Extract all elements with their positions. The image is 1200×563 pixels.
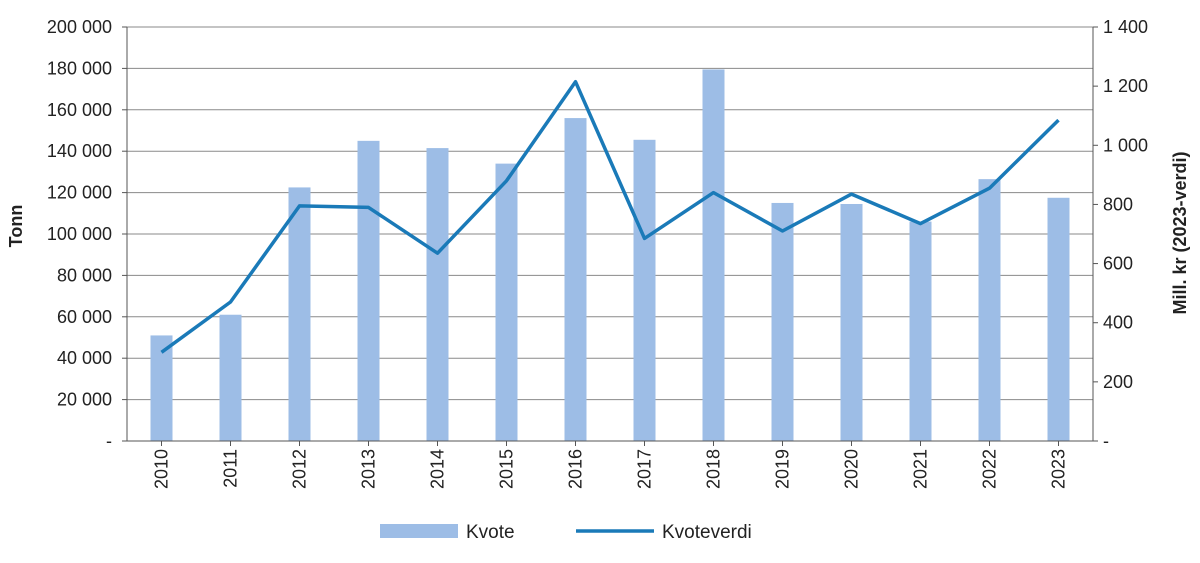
x-tick-label: 2020 bbox=[842, 449, 862, 489]
x-axis-ticks: 2010 2011 2012 2013 2014 2015 2016 2017 2018 2019… bbox=[152, 441, 1069, 489]
x-tick-label: 2015 bbox=[497, 449, 517, 489]
y-left-axis-title: Tonn bbox=[6, 205, 26, 248]
left-axis-ticks: - 20 000 40 000 60 000 80 000 100 000 120 000 1… bbox=[47, 17, 127, 451]
gridlines bbox=[127, 26, 1093, 401]
right-tick-label: 400 bbox=[1103, 313, 1133, 333]
bar-kvote-2011 bbox=[219, 314, 242, 441]
x-tick-label: 2012 bbox=[290, 449, 310, 489]
x-tick-label: 2010 bbox=[152, 449, 172, 489]
left-tick-label: 20 000 bbox=[57, 390, 112, 410]
x-tick-label: 2019 bbox=[773, 449, 793, 489]
right-tick-label: - bbox=[1103, 431, 1109, 451]
bar-kvote-2023 bbox=[1047, 197, 1070, 441]
left-tick-label: 40 000 bbox=[57, 348, 112, 368]
left-tick-label: 160 000 bbox=[47, 100, 112, 120]
right-tick-label: 600 bbox=[1103, 254, 1133, 274]
left-tick-label: 140 000 bbox=[47, 141, 112, 161]
legend: Kvote Kvoteverdi bbox=[380, 522, 752, 543]
left-tick-label: 80 000 bbox=[57, 265, 112, 285]
line-kvoteverdi bbox=[160, 79, 1060, 354]
y-right-axis-title: Mill. kr (2023-verdi) bbox=[1170, 151, 1190, 314]
bar-kvote-2018 bbox=[702, 69, 725, 441]
x-tick-label: 2023 bbox=[1049, 449, 1069, 489]
x-tick-label: 2022 bbox=[980, 449, 1000, 489]
right-axis-ticks: - 200 400 600 800 1 000 1 200 1 400 bbox=[1093, 17, 1148, 451]
right-tick-label: 1 200 bbox=[1103, 76, 1148, 96]
bar-kvote-2013 bbox=[357, 140, 380, 441]
bar-kvote-2016 bbox=[564, 118, 587, 441]
left-tick-label: 180 000 bbox=[47, 58, 112, 78]
right-tick-label: 1 400 bbox=[1103, 17, 1148, 37]
right-tick-label: 800 bbox=[1103, 194, 1133, 214]
line-series-kvoteverdi bbox=[160, 79, 1060, 354]
bar-kvote-2020 bbox=[840, 203, 863, 441]
bar-kvote-2015 bbox=[495, 163, 518, 441]
bar-kvote-2021 bbox=[909, 221, 932, 441]
legend-label-kvoteverdi: Kvoteverdi bbox=[662, 522, 752, 543]
right-tick-label: 200 bbox=[1103, 372, 1133, 392]
bar-kvote-2012 bbox=[288, 187, 311, 441]
bar-kvote-2014 bbox=[426, 148, 449, 441]
bar-kvote-2017 bbox=[633, 139, 656, 441]
left-tick-label: 100 000 bbox=[47, 224, 112, 244]
bar-kvote-2019 bbox=[771, 202, 794, 441]
left-tick-label: 60 000 bbox=[57, 307, 112, 327]
left-tick-label: - bbox=[106, 431, 112, 451]
x-tick-label: 2018 bbox=[704, 449, 724, 489]
x-tick-label: 2017 bbox=[635, 449, 655, 489]
legend-label-kvote: Kvote bbox=[466, 522, 515, 543]
left-tick-label: 200 000 bbox=[47, 17, 112, 37]
bar-kvote-2010 bbox=[150, 335, 173, 441]
bar-kvote-2022 bbox=[978, 179, 1001, 441]
left-tick-label: 120 000 bbox=[47, 183, 112, 203]
x-tick-label: 2014 bbox=[428, 449, 448, 489]
bar-series-kvote bbox=[150, 69, 1070, 441]
x-tick-label: 2013 bbox=[359, 449, 379, 489]
x-tick-label: 2016 bbox=[566, 449, 586, 489]
x-tick-label: 2011 bbox=[221, 449, 241, 488]
legend-swatch-kvote bbox=[380, 524, 458, 538]
x-tick-label: 2021 bbox=[911, 449, 931, 489]
right-tick-label: 1 000 bbox=[1103, 135, 1148, 155]
